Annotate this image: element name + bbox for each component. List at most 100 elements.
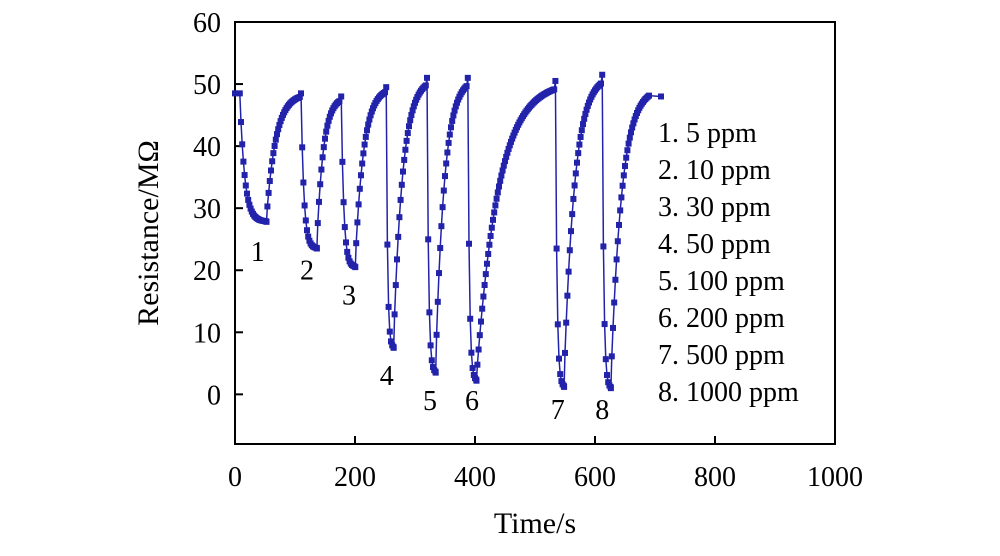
- data-point-marker: [582, 110, 589, 117]
- data-point-marker: [365, 121, 372, 128]
- data-point-marker: [444, 149, 451, 156]
- resistance-series-markers: [232, 71, 664, 392]
- data-point-marker: [355, 201, 362, 208]
- data-point-marker: [504, 149, 511, 156]
- data-point-marker: [626, 134, 633, 141]
- data-point-marker: [245, 196, 252, 203]
- data-point-marker: [570, 195, 577, 202]
- data-point-marker: [410, 103, 417, 110]
- data-point-marker: [500, 162, 507, 169]
- data-point-marker: [430, 364, 436, 371]
- data-point-marker: [244, 190, 250, 197]
- data-point-marker: [391, 311, 398, 318]
- data-point-marker: [574, 159, 580, 166]
- data-point-marker: [320, 144, 327, 151]
- data-point-marker: [242, 182, 249, 189]
- data-point-marker: [403, 137, 410, 144]
- data-point-marker: [296, 93, 303, 100]
- data-point-marker: [623, 154, 630, 161]
- data-point-marker: [236, 90, 243, 97]
- data-point-marker: [404, 130, 411, 137]
- axis-ticks: [234, 21, 836, 444]
- data-point-marker: [551, 86, 558, 93]
- data-point-marker: [338, 93, 345, 100]
- data-point-marker: [268, 167, 274, 174]
- data-point-marker: [509, 135, 516, 142]
- data-point-marker: [491, 209, 498, 216]
- x-tick-label: 400: [454, 462, 496, 493]
- legend-entry: 6. 200 ppm: [658, 303, 785, 334]
- data-point-marker: [478, 318, 484, 325]
- data-point-marker: [266, 177, 273, 184]
- data-point-marker: [625, 140, 632, 147]
- data-point-marker: [362, 133, 369, 140]
- data-point-marker: [324, 122, 331, 129]
- data-point-marker: [406, 123, 412, 130]
- data-point-marker: [503, 153, 510, 160]
- data-point-marker: [463, 83, 470, 90]
- y-tick-label: 0: [207, 380, 221, 411]
- data-point-marker: [608, 353, 615, 360]
- data-point-marker: [400, 168, 406, 175]
- data-point-marker: [628, 129, 634, 136]
- data-point-marker: [336, 98, 343, 105]
- data-point-marker: [604, 372, 610, 379]
- data-point-marker: [611, 299, 618, 306]
- data-point-marker: [599, 71, 606, 78]
- data-point-marker: [553, 245, 560, 252]
- data-point-marker: [304, 227, 310, 234]
- data-point-marker: [494, 189, 501, 196]
- data-point-marker: [344, 248, 351, 255]
- data-point-marker: [388, 338, 394, 345]
- data-point-marker: [384, 241, 391, 248]
- data-point-marker: [232, 90, 238, 97]
- data-point-marker: [382, 89, 388, 96]
- x-axis-label: Time/s: [494, 507, 576, 540]
- x-tick-label: 600: [574, 462, 616, 493]
- data-point-marker: [449, 117, 456, 124]
- data-point-marker: [409, 107, 416, 114]
- data-point-marker: [464, 74, 471, 81]
- data-point-marker: [394, 256, 400, 263]
- data-point-marker: [474, 361, 481, 368]
- data-point-marker: [424, 74, 430, 81]
- data-point-marker: [476, 332, 483, 339]
- data-point-marker: [412, 99, 418, 106]
- data-point-marker: [499, 167, 506, 174]
- data-point-marker: [632, 113, 639, 120]
- data-point-marker: [322, 135, 328, 142]
- data-point-marker: [263, 218, 270, 225]
- data-point-marker: [317, 181, 324, 188]
- y-axis-label: Resistance/MΩ: [132, 140, 165, 326]
- data-point-marker: [454, 99, 460, 106]
- data-point-marker: [578, 127, 585, 134]
- data-point-marker: [481, 281, 488, 288]
- data-point-marker: [496, 183, 502, 190]
- data-point-marker: [564, 292, 571, 299]
- data-point-marker: [572, 170, 579, 177]
- data-point-marker: [577, 133, 584, 140]
- data-point-marker: [584, 102, 591, 109]
- y-tick-label: 50: [193, 70, 221, 101]
- data-point-marker: [272, 136, 279, 143]
- x-tick-label: 0: [228, 462, 242, 493]
- data-point-marker: [631, 116, 638, 123]
- data-point-marker: [498, 172, 505, 179]
- data-point-marker: [614, 238, 621, 245]
- data-point-marker: [275, 126, 282, 133]
- data-point-marker: [300, 179, 307, 186]
- data-point-marker: [361, 141, 368, 148]
- data-point-marker: [497, 177, 504, 184]
- data-point-marker: [359, 160, 366, 167]
- data-point-marker: [354, 219, 361, 226]
- data-point-marker: [238, 119, 244, 126]
- cycle-labels: 1 23 45 6 7 8: [251, 237, 609, 426]
- data-point-marker: [580, 121, 586, 128]
- data-point-marker: [396, 214, 403, 221]
- data-point-marker: [385, 303, 392, 310]
- data-point-marker: [367, 112, 374, 119]
- data-point-marker: [323, 128, 330, 135]
- data-point-marker: [586, 99, 592, 106]
- cycle-label-7: 7: [551, 395, 565, 426]
- data-point-marker: [340, 199, 347, 206]
